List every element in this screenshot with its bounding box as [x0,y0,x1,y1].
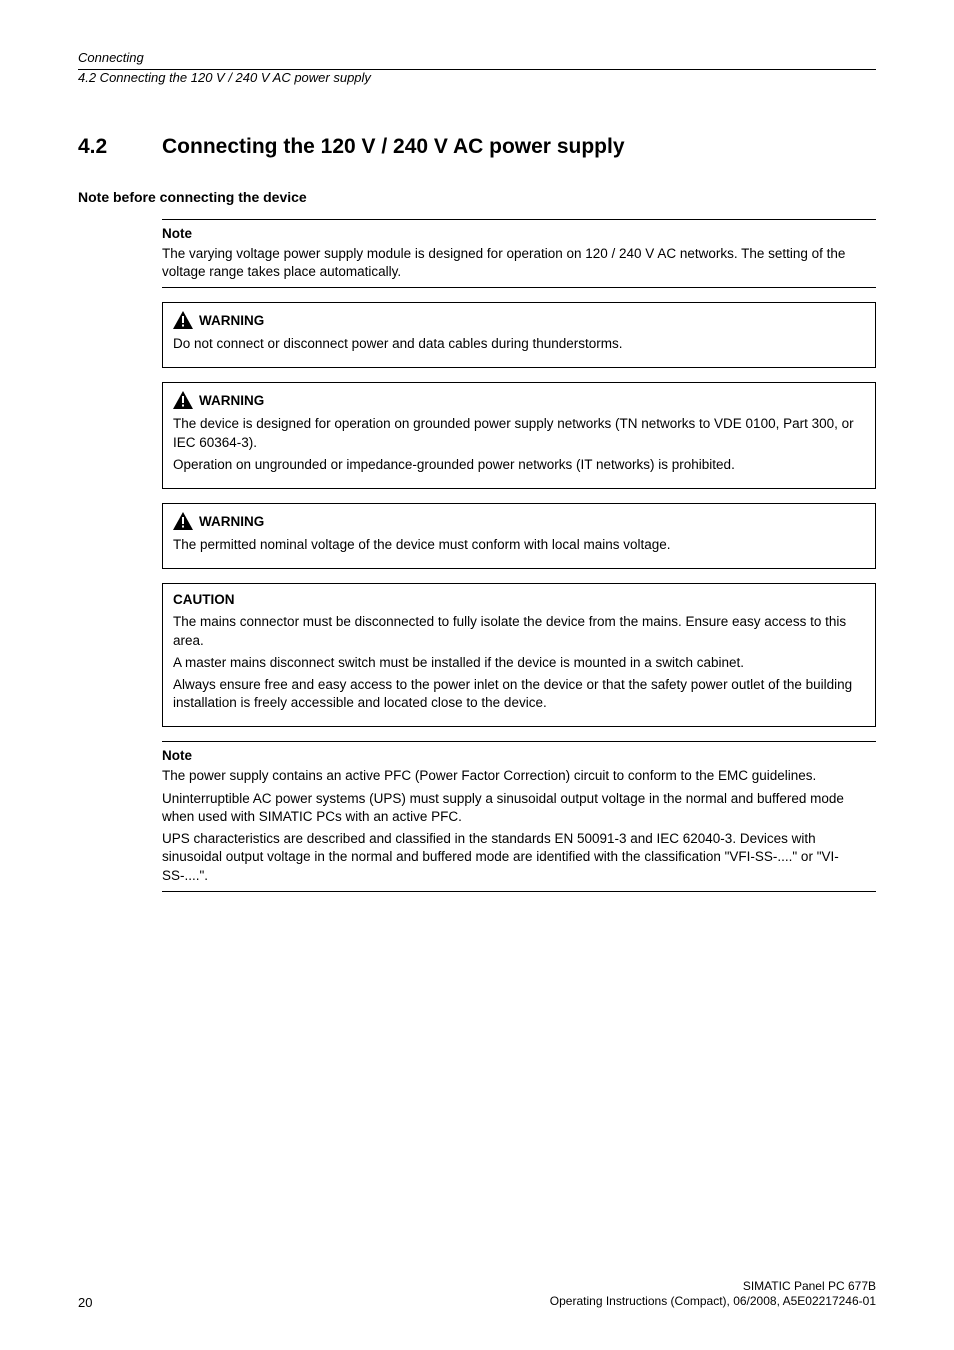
note-label: Note [162,226,876,241]
note-text-p2: Uninterruptible AC power systems (UPS) m… [162,790,876,826]
warning-header: WARNING [173,512,865,530]
note-rule [162,891,876,892]
footer-docref: Operating Instructions (Compact), 06/200… [550,1294,876,1310]
warning-label: WARNING [199,313,264,328]
warning-box-3: WARNING The permitted nominal voltage of… [162,503,876,569]
note-rule [162,741,876,742]
section-number: 4.2 [78,135,162,159]
note-text-p3: UPS characteristics are described and cl… [162,830,876,885]
warning-box-2: WARNING The device is designed for opera… [162,382,876,489]
note-block-2: Note The power supply contains an active… [162,741,876,891]
caution-header: CAUTION [173,592,865,607]
warning-header: WARNING [173,311,865,329]
caution-box: CAUTION The mains connector must be disc… [162,583,876,727]
warning-text: Do not connect or disconnect power and d… [173,335,865,353]
footer-right: SIMATIC Panel PC 677B Operating Instruct… [550,1279,876,1310]
caution-text-p3: Always ensure free and easy access to th… [173,676,865,712]
note-text: The varying voltage power supply module … [162,245,876,281]
footer-product: SIMATIC Panel PC 677B [550,1279,876,1295]
page: Connecting 4.2 Connecting the 120 V / 24… [0,0,954,1350]
warning-label: WARNING [199,514,264,529]
warning-triangle-icon [173,512,193,530]
header-section-ref: 4.2 Connecting the 120 V / 240 V AC powe… [78,70,876,87]
section-title: Connecting the 120 V / 240 V AC power su… [162,135,625,158]
note-label: Note [162,748,876,763]
note-rule [162,287,876,288]
content-block: Note The varying voltage power supply mo… [162,219,876,892]
note-block-1: Note The varying voltage power supply mo… [162,219,876,288]
warning-text-p2: Operation on ungrounded or impedance-gro… [173,456,865,474]
running-header: Connecting 4.2 Connecting the 120 V / 24… [78,50,876,87]
warning-text: The permitted nominal voltage of the dev… [173,536,865,554]
header-chapter: Connecting [78,50,876,67]
page-number: 20 [78,1295,92,1310]
subheading: Note before connecting the device [78,189,876,205]
warning-header: WARNING [173,391,865,409]
page-footer: 20 SIMATIC Panel PC 677B Operating Instr… [78,1279,876,1310]
warning-triangle-icon [173,391,193,409]
caution-text-p1: The mains connector must be disconnected… [173,613,865,649]
warning-label: WARNING [199,393,264,408]
note-text-p1: The power supply contains an active PFC … [162,767,876,785]
note-rule [162,219,876,220]
warning-text-p1: The device is designed for operation on … [173,415,865,451]
caution-label: CAUTION [173,592,235,607]
section-heading: 4.2Connecting the 120 V / 240 V AC power… [78,135,876,159]
caution-text-p2: A master mains disconnect switch must be… [173,654,865,672]
warning-box-1: WARNING Do not connect or disconnect pow… [162,302,876,368]
warning-triangle-icon [173,311,193,329]
